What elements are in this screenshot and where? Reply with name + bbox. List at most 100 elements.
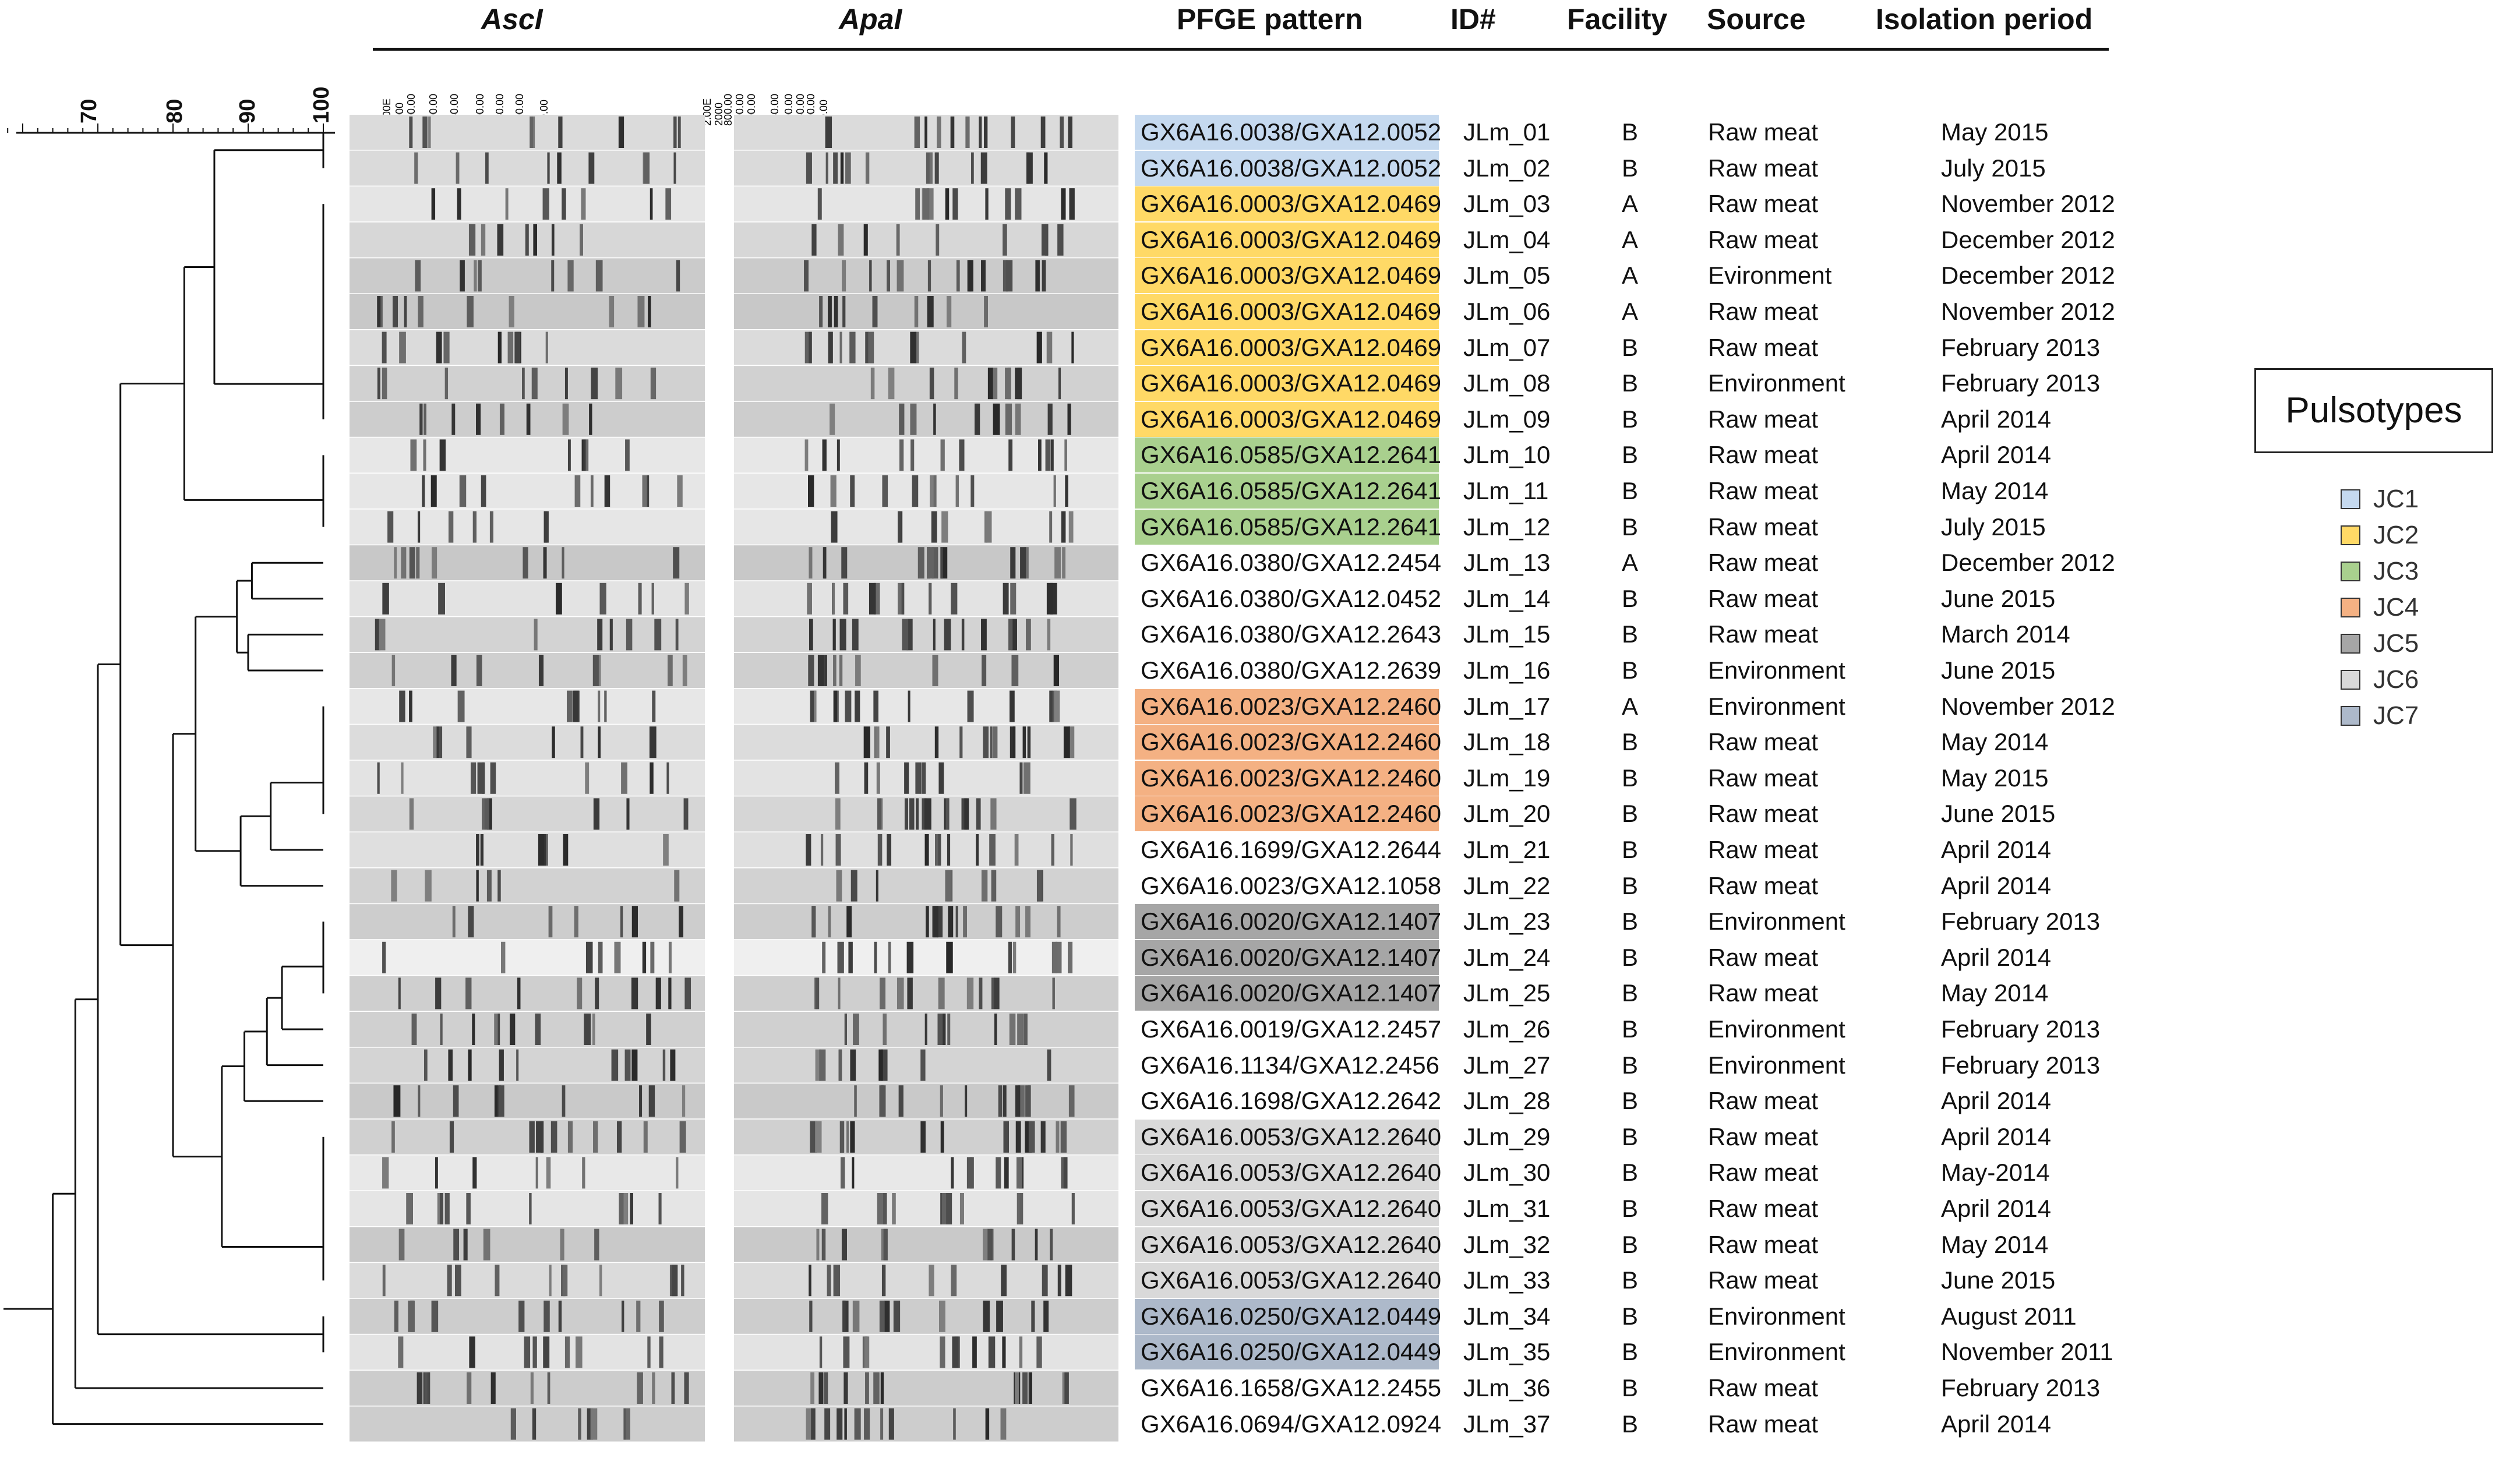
- isolate-id-cell: JLm_23: [1463, 908, 1551, 936]
- asci-band: [585, 941, 593, 973]
- apai-band: [835, 834, 841, 866]
- apai-band: [1068, 726, 1075, 758]
- isolate-id-cell: JLm_21: [1463, 836, 1551, 863]
- source-cell: Raw meat: [1708, 620, 1819, 648]
- asci-band: [592, 1014, 595, 1045]
- facility-cell: B: [1622, 656, 1639, 684]
- asci-band: [468, 906, 474, 938]
- table-row: GX6A16.0380/GXA12.0452 JLm_14 B Raw meat Jun…: [0, 581, 2155, 616]
- apai-band: [815, 977, 820, 1009]
- apai-band: [934, 726, 939, 758]
- apai-band: [931, 511, 937, 543]
- apai-band: [944, 619, 951, 651]
- asci-band: [662, 1049, 666, 1081]
- apai-band: [1010, 547, 1016, 579]
- header-facility: Facility: [1567, 3, 1668, 36]
- apai-band: [935, 834, 938, 866]
- facility-cell: A: [1622, 190, 1639, 218]
- apai-gel-lane: [734, 330, 1118, 365]
- apai-band: [870, 368, 875, 400]
- asci-band: [428, 117, 431, 148]
- facility-cell: B: [1622, 513, 1639, 541]
- asci-band: [651, 583, 654, 615]
- asci-band: [394, 1300, 398, 1332]
- isolation-period-cell: April 2014: [1941, 1087, 2052, 1115]
- apai-band: [982, 655, 987, 686]
- apai-band: [815, 1121, 822, 1153]
- apai-band: [1068, 1085, 1075, 1117]
- asci-band: [476, 403, 481, 435]
- apai-band: [931, 547, 938, 579]
- apai-band: [819, 1336, 823, 1368]
- apai-band: [831, 511, 838, 543]
- apai-band: [1068, 941, 1073, 973]
- apai-band: [970, 475, 975, 507]
- pfge-pattern-cell: GX6A16.0023/GXA12.2460: [1135, 689, 1441, 724]
- apai-band: [1061, 511, 1066, 543]
- isolation-period-cell: November 2012: [1941, 190, 2115, 218]
- asci-band: [460, 260, 465, 292]
- apai-band: [821, 1193, 828, 1224]
- pfge-pattern-cell: GX6A16.0585/GXA12.2641: [1135, 509, 1441, 545]
- asci-band: [416, 547, 420, 579]
- asci-band: [597, 619, 603, 651]
- asci-band: [626, 798, 630, 830]
- apai-band: [924, 834, 929, 866]
- apai-band: [926, 152, 933, 184]
- asci-band: [399, 331, 406, 363]
- apai-band: [979, 117, 982, 148]
- asci-band: [573, 690, 579, 722]
- apai-band: [846, 1121, 849, 1153]
- asci-band: [524, 1336, 531, 1368]
- source-cell: Environment: [1708, 1338, 1845, 1366]
- apai-band: [809, 619, 813, 651]
- apai-band: [920, 1049, 926, 1081]
- apai-band: [809, 1265, 811, 1297]
- source-cell: Environment: [1708, 1051, 1845, 1079]
- asci-band: [652, 1372, 655, 1404]
- apai-band: [1008, 941, 1012, 973]
- apai-band: [1068, 117, 1072, 148]
- apai-band: [1010, 726, 1016, 758]
- asci-band: [562, 188, 566, 220]
- isolation-period-cell: June 2015: [1941, 800, 2056, 828]
- asci-band: [536, 1121, 543, 1153]
- apai-band: [927, 547, 934, 579]
- apai-band: [844, 1014, 847, 1045]
- isolation-period-cell: December 2012: [1941, 225, 2115, 253]
- apai-band: [910, 403, 917, 435]
- asci-band: [382, 583, 389, 615]
- asci-band: [631, 1049, 638, 1081]
- isolate-id-cell: JLm_16: [1463, 656, 1551, 684]
- asci-band: [637, 296, 645, 327]
- isolate-id-cell: JLm_08: [1463, 369, 1551, 397]
- apai-band: [1049, 690, 1053, 722]
- apai-band: [849, 331, 856, 363]
- apai-band: [846, 906, 852, 938]
- apai-band: [980, 152, 987, 184]
- apai-band: [982, 1229, 988, 1261]
- apai-band: [880, 1408, 884, 1440]
- asci-band: [677, 117, 681, 148]
- apai-band: [834, 296, 838, 327]
- apai-gel-lane: [734, 1083, 1118, 1119]
- asci-band: [523, 547, 528, 579]
- apai-band: [983, 1300, 990, 1332]
- asci-band: [646, 1014, 651, 1045]
- apai-band: [874, 583, 880, 615]
- asci-band: [558, 1300, 562, 1332]
- table-row: GX6A16.0250/GXA12.0449 JLm_35 B Environment…: [0, 1335, 2155, 1370]
- apai-band: [951, 583, 958, 615]
- source-cell: Environment: [1708, 692, 1845, 720]
- source-cell: Raw meat: [1708, 1230, 1819, 1258]
- apai-band: [839, 1121, 845, 1153]
- asci-band: [564, 368, 568, 400]
- apai-band: [1063, 1157, 1068, 1189]
- apai-band: [1044, 152, 1048, 184]
- legend-label: JC1: [2373, 485, 2419, 513]
- asci-gel-lane: [350, 689, 705, 724]
- apai-band: [959, 726, 963, 758]
- asci-band: [631, 977, 638, 1009]
- isolate-id-cell: JLm_32: [1463, 1230, 1551, 1258]
- asci-band: [679, 906, 684, 938]
